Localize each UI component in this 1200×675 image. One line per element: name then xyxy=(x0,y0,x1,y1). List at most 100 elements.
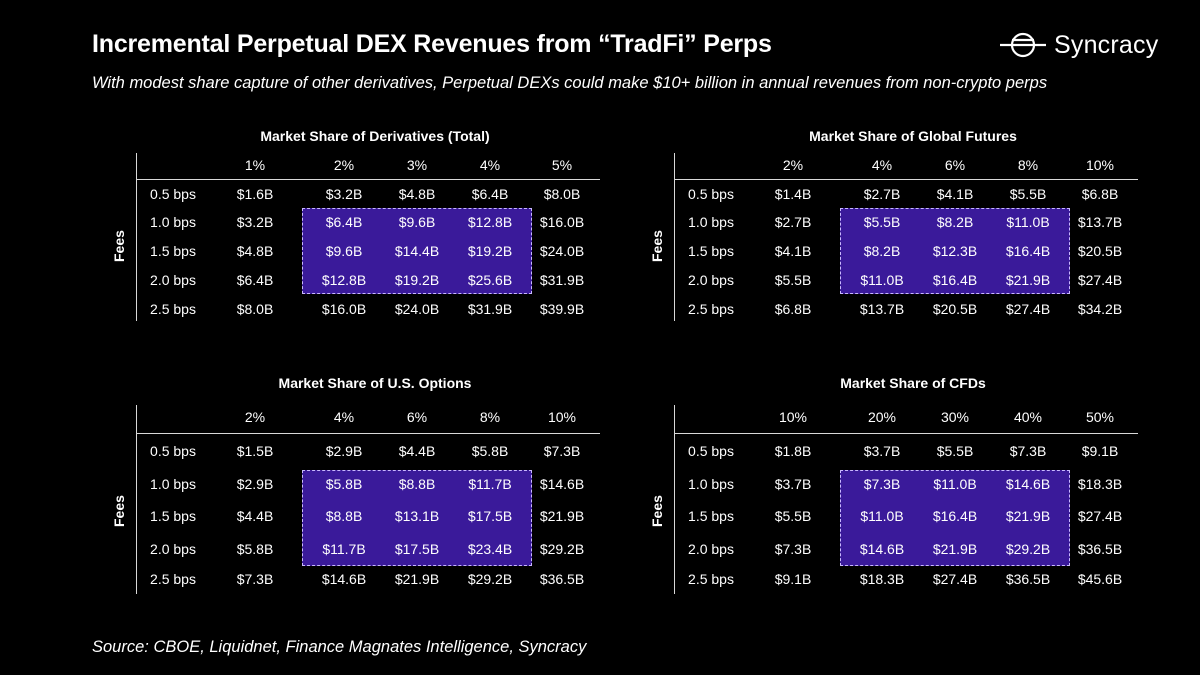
table-cell: $36.5B xyxy=(1005,571,1051,587)
row-header: 1.5 bps xyxy=(150,243,196,259)
table-cell: $16.0B xyxy=(321,301,367,317)
table-cell: $5.5B xyxy=(1009,186,1047,202)
table-cell: $18.3B xyxy=(1077,476,1123,492)
table-cell: $1.5B xyxy=(236,443,274,459)
table-cell: $1.8B xyxy=(774,443,812,459)
table-cell: $7.3B xyxy=(543,443,581,459)
table-cell: $45.6B xyxy=(1077,571,1123,587)
table-title: Market Share of Global Futures xyxy=(809,128,1017,144)
table-cell: $34.2B xyxy=(1077,301,1123,317)
row-header: 0.5 bps xyxy=(688,186,734,202)
column-header: 1% xyxy=(244,157,266,173)
table-cell: $29.2B xyxy=(467,571,513,587)
table-row-axis-line xyxy=(136,153,137,321)
row-header: 1.0 bps xyxy=(150,476,196,492)
table-cell: $8.8B xyxy=(325,508,363,524)
table-cell: $3.7B xyxy=(774,476,812,492)
fees-axis-label: Fees xyxy=(649,495,665,527)
fees-axis-label: Fees xyxy=(111,495,127,527)
table-cell: $13.7B xyxy=(1077,214,1123,230)
table-row-axis-line xyxy=(136,405,137,594)
table-cell: $6.4B xyxy=(471,186,509,202)
table-cell: $5.5B xyxy=(863,214,901,230)
syncracy-logo: Syncracy xyxy=(998,28,1158,62)
table-cell: $27.4B xyxy=(932,571,978,587)
row-header: 1.0 bps xyxy=(688,476,734,492)
row-header: 1.0 bps xyxy=(688,214,734,230)
row-header: 2.5 bps xyxy=(688,301,734,317)
table-cell: $20.5B xyxy=(932,301,978,317)
highlight-region xyxy=(302,470,532,566)
table-cell: $36.5B xyxy=(1077,541,1123,557)
table-cell: $25.6B xyxy=(467,272,513,288)
row-header: 2.5 bps xyxy=(150,301,196,317)
table-cell: $31.9B xyxy=(467,301,513,317)
table-cell: $9.1B xyxy=(774,571,812,587)
table-cell: $21.9B xyxy=(1005,508,1051,524)
column-header: 8% xyxy=(1017,157,1039,173)
table-cell: $7.3B xyxy=(863,476,901,492)
table-cell: $13.1B xyxy=(394,508,440,524)
row-header: 2.0 bps xyxy=(688,541,734,557)
source-note: Source: CBOE, Liquidnet, Finance Magnate… xyxy=(92,638,587,656)
highlight-region xyxy=(840,208,1070,294)
table-cell: $27.4B xyxy=(1077,508,1123,524)
table-cell: $6.4B xyxy=(325,214,363,230)
table-cell: $7.3B xyxy=(236,571,274,587)
table-cfds: Market Share of CFDs Fees 10% 20% 30% 40% 50% 0… xyxy=(648,375,1178,594)
table-cell: $17.5B xyxy=(394,541,440,557)
table-header-line xyxy=(136,433,600,434)
table-cell: $18.3B xyxy=(859,571,905,587)
table-cell: $12.8B xyxy=(321,272,367,288)
table-cell: $7.3B xyxy=(774,541,812,557)
table-cell: $3.7B xyxy=(863,443,901,459)
table-row-axis-line xyxy=(674,153,675,321)
table-cell: $24.0B xyxy=(539,243,585,259)
table-cell: $14.6B xyxy=(1005,476,1051,492)
table-cell: $21.9B xyxy=(932,541,978,557)
table-cell: $8.8B xyxy=(398,476,436,492)
row-header: 1.5 bps xyxy=(688,508,734,524)
table-cell: $5.5B xyxy=(774,508,812,524)
table-title: Market Share of Derivatives (Total) xyxy=(260,128,490,144)
table-cell: $6.4B xyxy=(236,272,274,288)
table-cell: $5.8B xyxy=(325,476,363,492)
column-header: 2% xyxy=(782,157,804,173)
column-header: 4% xyxy=(479,157,501,173)
row-header: 0.5 bps xyxy=(150,186,196,202)
table-derivatives-total: Market Share of Derivatives (Total) Fees 1… xyxy=(110,128,640,338)
column-header: 2% xyxy=(244,409,266,425)
table-cell: $11.7B xyxy=(468,476,512,492)
table-header-line xyxy=(136,179,600,180)
table-header-line xyxy=(674,433,1138,434)
row-header: 2.5 bps xyxy=(150,571,196,587)
table-cell: $3.2B xyxy=(325,186,363,202)
table-cell: $19.2B xyxy=(394,272,440,288)
column-header: 2% xyxy=(333,157,355,173)
table-cell: $8.2B xyxy=(936,214,974,230)
table-cell: $14.6B xyxy=(859,541,905,557)
row-header: 1.5 bps xyxy=(688,243,734,259)
table-cell: $6.8B xyxy=(1081,186,1119,202)
table-cell: $7.3B xyxy=(1009,443,1047,459)
row-header: 0.5 bps xyxy=(688,443,734,459)
column-header: 3% xyxy=(406,157,428,173)
table-cell: $4.4B xyxy=(398,443,436,459)
table-cell: $2.9B xyxy=(325,443,363,459)
column-header: 4% xyxy=(871,157,893,173)
table-cell: $16.0B xyxy=(539,214,585,230)
column-header: 10% xyxy=(547,409,577,425)
table-cell: $11.0B xyxy=(860,272,904,288)
table-cell: $8.0B xyxy=(236,301,274,317)
table-cell: $12.3B xyxy=(932,243,978,259)
table-cell: $21.9B xyxy=(539,508,585,524)
row-header: 2.5 bps xyxy=(688,571,734,587)
table-cell: $8.0B xyxy=(543,186,581,202)
table-cell: $6.8B xyxy=(774,301,812,317)
table-title: Market Share of U.S. Options xyxy=(278,375,472,391)
table-cell: $11.0B xyxy=(1006,214,1050,230)
table-cell: $4.1B xyxy=(936,186,974,202)
table-cell: $9.1B xyxy=(1081,443,1119,459)
table-cell: $5.5B xyxy=(936,443,974,459)
table-cell: $5.5B xyxy=(774,272,812,288)
